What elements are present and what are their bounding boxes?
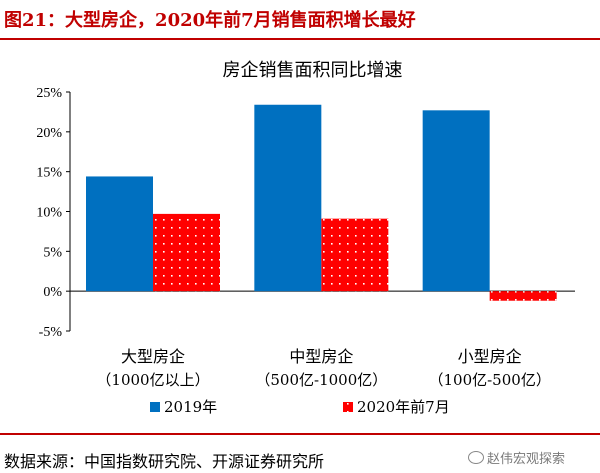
watermark-text: 赵伟宏观探索: [487, 452, 566, 467]
bar-series1: [422, 110, 490, 292]
x-category-sublabel: （500亿-1000亿）: [255, 371, 387, 389]
y-tick-label: 10%: [36, 206, 62, 221]
title-divider: [0, 38, 600, 40]
bar-series2: [489, 291, 557, 301]
chart: 房企销售面积同比增速 -5% 0% 5% 10% 15% 20% 25% 大型房企 （1000…: [36, 60, 575, 416]
legend-label: 2020年前7月: [357, 398, 450, 416]
y-tick-label: -5%: [39, 325, 63, 340]
bar-series2: [153, 213, 220, 292]
bar-series1: [86, 176, 153, 292]
bar-series2: [321, 218, 389, 292]
legend-swatch: [343, 402, 353, 412]
x-category-sublabel: （1000亿以上）: [96, 371, 209, 389]
source-note: 数据来源：中国指数研究院、开源证券研究所: [4, 452, 325, 471]
wechat-icon: [468, 451, 484, 464]
legend-swatch: [150, 402, 160, 412]
bar-series1: [254, 104, 322, 292]
figure-title: 图21：大型房企，2020年前7月销售面积增长最好: [4, 10, 416, 31]
y-tick-label: 0%: [43, 285, 62, 300]
x-category-label: 大型房企: [121, 347, 185, 366]
chart-title: 房企销售面积同比增速: [223, 60, 403, 81]
y-tick-label: 15%: [36, 166, 62, 181]
legend-label: 2019年: [164, 398, 217, 416]
y-tick-label: 5%: [43, 245, 62, 260]
watermark: 赵伟宏观探索: [468, 448, 565, 467]
x-category-label: 小型房企: [458, 347, 522, 366]
x-category-sublabel: （100亿-500亿）: [428, 371, 550, 389]
y-tick-label: 25%: [36, 86, 62, 101]
source-divider: [0, 433, 600, 435]
y-tick-label: 20%: [36, 126, 62, 141]
x-category-label: 中型房企: [289, 347, 353, 366]
